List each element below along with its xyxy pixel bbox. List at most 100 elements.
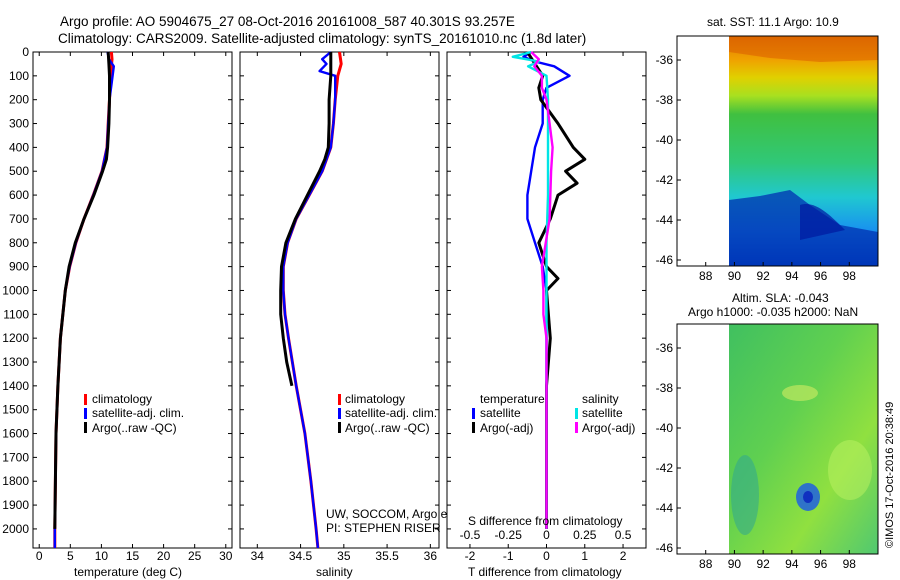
map-x-tick-label: 94 [785,557,799,571]
sst-map-title: sat. SST: 11.1 Argo: 10.9 [707,15,839,29]
s-difference-xlabel: S difference from climatology [468,514,623,528]
x-tick-label: 25 [188,549,202,563]
salinity-difference-ticks: -0.5 -0.25 0 0.25 0.5 [460,528,632,542]
depth-tick-label: 700 [9,212,29,226]
legend-label-satellite: satellite-adj. clim. [345,406,437,420]
temperature-axes-box [32,51,233,549]
temperature-legend: climatology satellite-adj. clim. Argo(..… [84,392,184,435]
legend-swatch-climatology [84,394,87,405]
map-y-tick-label: -46 [656,541,674,555]
temperature-panel: 0100200300400500600700800900100011001200… [2,45,232,579]
legend-swatch-t-argo [472,422,475,433]
depth-tick-label: 1400 [2,379,29,393]
difference-panel: -2 -1 0 1 2 -0.5 -0.25 0 0.25 0.5 T difference f… [446,50,647,579]
depth-tick-label: 0 [22,45,29,59]
sla-eddy-core [803,491,813,503]
depth-tick-label: 100 [9,69,29,83]
sla-map-title-line2: Argo h1000: -0.035 h2000: NaN [688,305,858,319]
map-y-tick-label: -40 [656,133,674,147]
sla-map-title-line1: Altim. SLA: -0.043 [732,291,829,305]
difference-legend: temperature salinity satellite Argo(-adj… [472,392,635,435]
s-difference-tick-label: 0.5 [615,528,632,542]
legend-header-temperature: temperature [480,392,545,406]
x-tick-label: -2 [465,549,476,563]
map-y-tick-label: -46 [656,253,674,267]
map-x-tick-label: 96 [814,557,828,571]
series-line-argo-raw-qc- [53,51,111,529]
sla-map-ticks: 88 90 92 94 96 98 -36 -38 -40 -42 -44 -46 [656,341,857,571]
x-tick-label: 20 [157,549,171,563]
x-tick-label: 10 [95,549,109,563]
depth-tick-label: 2000 [2,522,29,536]
x-tick-label: 1 [581,549,588,563]
map-x-tick-label: 88 [699,557,713,571]
map-y-tick-label: -36 [656,53,674,67]
sla-map-panel: Altim. SLA: -0.043 Argo h1000: -0.035 h2… [656,291,879,571]
sla-map-frame [676,323,879,555]
map-x-tick-label: 90 [728,269,742,283]
difference-x-ticks: -2 -1 0 1 2 [465,52,627,563]
legend-swatch-argo [84,422,87,433]
salinity-xlabel: salinity [316,565,353,579]
x-tick-label: 2 [620,549,627,563]
s-difference-tick-label: -0.5 [460,528,481,542]
figure-title-line2: Climatology: CARS2009. Satellite-adjuste… [58,31,586,46]
s-difference-tick-label: 0.25 [573,528,597,542]
s-difference-tick-label: 0 [543,528,550,542]
temperature-x-ticks: 0 5 10 15 20 25 30 [36,52,233,563]
temperature-xlabel: temperature (deg C) [74,565,182,579]
depth-tick-label: 1600 [2,427,29,441]
temperature-series [53,51,116,548]
legend-header-salinity: salinity [582,392,619,406]
legend-label-satellite: satellite-adj. clim. [92,406,184,420]
legend-label-s-argo: Argo(-adj) [582,421,635,435]
salinity-panel: 34 34.5 35 35.5 36 salinity UW, SOCCOM, Argo… [239,51,496,579]
salinity-series [279,51,343,549]
sst-warm-region [729,36,878,62]
annotation-pi: PI: STEPHEN RISER [326,521,441,535]
x-tick-label: 30 [219,549,233,563]
legend-swatch-argo [338,422,341,433]
map-x-tick-label: 98 [843,269,857,283]
depth-tick-label: 500 [9,164,29,178]
legend-label-climatology: climatology [345,392,405,406]
legend-swatch-s-satellite [575,408,578,419]
sst-cold-eddy [800,204,845,240]
map-x-tick-label: 92 [756,557,770,571]
x-tick-label: 35 [337,549,351,563]
salinity-x-ticks: 34 34.5 35 35.5 36 [251,52,438,563]
legend-label-argo: Argo(..raw -QC) [92,421,177,435]
legend-swatch-satellite [338,408,341,419]
sla-high-anomaly [782,385,818,401]
depth-tick-label: 1500 [2,403,29,417]
map-x-tick-label: 96 [814,269,828,283]
x-tick-label: 5 [67,549,74,563]
depth-tick-label: 1900 [2,498,29,512]
depth-ticks: 0 100 200 300 400 500 600 700 800 900 1000 1100 1200… [2,45,232,536]
x-tick-label: 0 [36,549,43,563]
map-x-tick-label: 94 [785,269,799,283]
x-tick-label: 15 [126,549,140,563]
map-y-tick-label: -42 [656,173,674,187]
series-line-s-argo-adj- [530,51,554,529]
x-tick-label: 35.5 [375,549,399,563]
imos-timestamp: ©IMOS 17-Oct-2016 20:38:49 [884,402,896,548]
sst-map-panel: sat. SST: 11.1 Argo: 10.9 88 90 92 94 96 98 -3… [656,15,879,283]
map-x-tick-label: 98 [843,557,857,571]
sla-low-anomaly [731,455,759,535]
legend-label-t-argo: Argo(-adj) [480,421,533,435]
legend-swatch-t-satellite [472,408,475,419]
legend-swatch-satellite [84,408,87,419]
salinity-depth-ticks [240,51,439,530]
depth-tick-label: 1700 [2,450,29,464]
figure-title-line1: Argo profile: AO 5904675_27 08-Oct-2016 … [60,14,515,29]
depth-tick-label: 900 [9,260,29,274]
map-y-tick-label: -40 [656,421,674,435]
x-tick-label: 36 [424,549,438,563]
depth-tick-label: 1800 [2,474,29,488]
depth-tick-label: 600 [9,188,29,202]
depth-tick-label: 300 [9,117,29,131]
map-y-tick-label: -42 [656,461,674,475]
map-y-tick-label: -38 [656,381,674,395]
